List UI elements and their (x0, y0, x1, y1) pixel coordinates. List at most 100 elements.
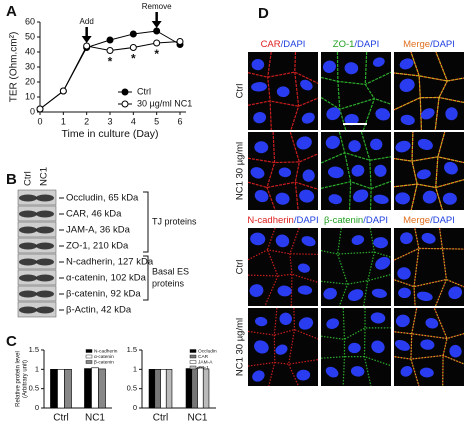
nucleus (279, 312, 292, 326)
y-tick-label: 0 (30, 106, 35, 116)
y-axis-label: (Arbitrary unit) (23, 360, 29, 398)
bracket (143, 255, 149, 301)
column-header: Merge/DAPI (403, 39, 455, 50)
group-label: proteins (152, 278, 185, 288)
nucleus (325, 135, 340, 149)
bar (98, 368, 106, 409)
nucleus (298, 317, 314, 330)
nucleus (351, 164, 365, 177)
nucleus (348, 140, 361, 153)
nucleus (420, 339, 435, 350)
blot-band (19, 274, 37, 282)
legend-label: Ctrl (137, 86, 151, 96)
nucleus (253, 112, 267, 124)
x-tick-label: 5 (154, 116, 159, 126)
y-axis-label: TER (Ohm.cm²) (9, 32, 20, 103)
nucleus (419, 367, 434, 378)
nucleus (254, 141, 269, 154)
nucleus (373, 237, 389, 249)
bar (91, 367, 99, 409)
band-label: CAR, 46 kDa (66, 209, 122, 220)
row-label: NC1 30 µg/ml (235, 142, 246, 200)
data-point (176, 38, 184, 45)
blot-band (36, 242, 54, 250)
header-part: /DAPI (281, 39, 306, 50)
nucleus (326, 318, 340, 329)
panel-label: B (6, 171, 17, 188)
nucleus (399, 58, 414, 70)
header-part: Merge (403, 215, 430, 226)
legend-label: CAR (198, 354, 209, 360)
bar (165, 369, 173, 409)
legend-label: α-catenin (94, 354, 114, 360)
nucleus (371, 288, 387, 298)
legend-swatch (85, 349, 93, 353)
annotation: Remove (142, 2, 172, 11)
y-tick-label: 20 (25, 76, 35, 86)
x-tick-label: 3 (107, 116, 112, 126)
nucleus (399, 78, 415, 92)
nucleus (278, 167, 292, 178)
junction-stain (247, 51, 319, 131)
junction-stain (393, 227, 465, 307)
lane-label: Ctrl (23, 171, 34, 186)
nucleus (326, 107, 341, 121)
nucleus (299, 189, 315, 203)
nucleus (344, 113, 359, 126)
y-tick-label: 0 (133, 403, 137, 412)
lane-label: NC1 (39, 167, 50, 186)
x-tick-label: Ctrl (53, 413, 69, 424)
bar (185, 368, 193, 409)
nucleus (302, 169, 315, 182)
x-tick-label: NC1 (85, 413, 105, 424)
legend-swatch (189, 349, 197, 353)
nucleus (276, 86, 290, 98)
nucleus (416, 291, 433, 302)
header-part: CAR (261, 39, 281, 50)
arrow-head (81, 36, 92, 43)
y-tick-label: 1.5 (127, 345, 137, 354)
x-tick-label: Ctrl (153, 413, 169, 424)
x-tick-label: 0 (37, 116, 42, 126)
nucleus (352, 189, 369, 203)
junction-stain (320, 131, 392, 211)
column-header: Merge/DAPI (403, 215, 455, 226)
legend-marker (121, 88, 129, 96)
nucleus (296, 136, 312, 150)
legend-label: N-cadherin (94, 348, 118, 354)
blot-band (36, 194, 54, 202)
bar (57, 369, 65, 409)
junction-stain (393, 51, 465, 131)
nucleus (296, 369, 311, 381)
bar (191, 367, 198, 409)
x-axis-label: Time in culture (Day) (61, 128, 158, 140)
nucleus (398, 287, 411, 299)
y-tick-label: 40 (25, 46, 35, 56)
panel-label: D (258, 5, 269, 22)
row-label: NC1 30 µg/ml (235, 318, 246, 376)
legend-label: β-catenin (94, 359, 114, 365)
junction-stain (247, 131, 319, 211)
nucleus (416, 169, 431, 180)
nucleus (254, 340, 269, 354)
legend-swatch (189, 360, 197, 364)
bar (160, 369, 167, 409)
column-header: N-cadherin/DAPI (247, 215, 318, 226)
blot-band (19, 210, 37, 218)
nucleus (448, 286, 463, 300)
x-tick-label: 2 (84, 116, 89, 126)
arrow-head (151, 21, 162, 28)
nucleus (394, 339, 410, 351)
legend-swatch (189, 365, 197, 370)
junction-stain (320, 51, 392, 131)
legend-swatch (189, 354, 197, 359)
junction-stain (247, 307, 319, 387)
group-label: Basal ES (152, 266, 189, 276)
row-label: Ctrl (235, 260, 246, 275)
y-tick-label: 50 (25, 31, 35, 41)
nucleus (348, 342, 361, 354)
column-header: ZO-1/DAPI (333, 39, 379, 50)
data-point (36, 105, 44, 113)
column-header: β-catenin/DAPI (324, 215, 388, 226)
